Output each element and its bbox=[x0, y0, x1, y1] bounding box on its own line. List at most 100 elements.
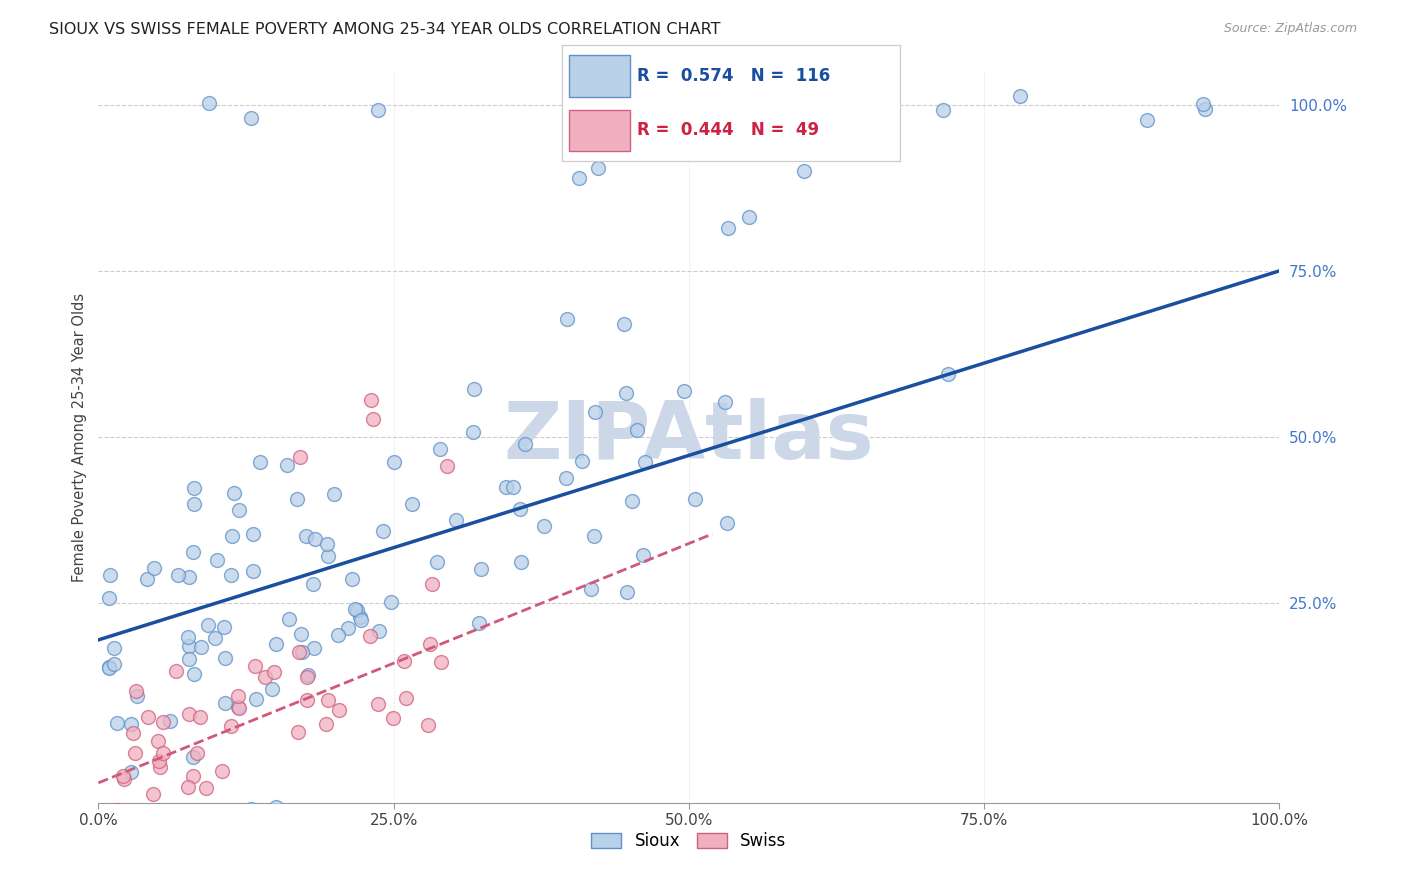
Point bbox=[509, 502, 531, 516]
Point bbox=[555, 471, 578, 485]
Point bbox=[336, 621, 359, 635]
Point bbox=[288, 450, 311, 465]
Point bbox=[328, 628, 350, 642]
Point bbox=[240, 802, 263, 816]
Point bbox=[302, 577, 325, 591]
Point bbox=[463, 382, 485, 396]
Point bbox=[394, 690, 416, 705]
Point bbox=[285, 491, 308, 506]
Point bbox=[359, 629, 381, 643]
Point bbox=[373, 524, 395, 538]
FancyBboxPatch shape bbox=[569, 55, 630, 97]
Point bbox=[717, 221, 740, 235]
Point bbox=[673, 384, 696, 399]
Point bbox=[111, 823, 134, 838]
Point bbox=[737, 211, 759, 225]
Point bbox=[103, 641, 125, 656]
Point bbox=[149, 760, 172, 774]
Point bbox=[426, 555, 449, 569]
Point bbox=[165, 664, 187, 678]
Point bbox=[103, 657, 125, 672]
Point bbox=[586, 161, 609, 176]
Point bbox=[177, 780, 200, 795]
Point bbox=[315, 717, 337, 731]
Point bbox=[221, 719, 243, 733]
Point bbox=[249, 455, 271, 469]
Point bbox=[263, 665, 285, 679]
Point bbox=[276, 458, 298, 473]
Point bbox=[429, 442, 451, 456]
Point bbox=[264, 637, 287, 651]
Point bbox=[304, 532, 326, 546]
Point bbox=[287, 724, 309, 739]
Point bbox=[533, 518, 555, 533]
Point bbox=[367, 697, 389, 711]
Point bbox=[179, 639, 201, 653]
Point bbox=[219, 568, 242, 582]
Point bbox=[562, 95, 585, 110]
Point bbox=[160, 829, 183, 843]
Point bbox=[394, 654, 416, 668]
Text: ZIPAtlas: ZIPAtlas bbox=[503, 398, 875, 476]
Point bbox=[468, 616, 491, 631]
Point bbox=[349, 610, 371, 624]
Point bbox=[621, 493, 644, 508]
Point bbox=[124, 746, 146, 760]
Point bbox=[264, 800, 287, 814]
Text: R =  0.574   N =  116: R = 0.574 N = 116 bbox=[637, 67, 830, 85]
Point bbox=[226, 699, 249, 714]
Point bbox=[148, 755, 170, 769]
Point bbox=[190, 640, 212, 655]
Point bbox=[205, 553, 228, 567]
Point bbox=[316, 537, 339, 551]
Point bbox=[350, 613, 373, 627]
Point bbox=[571, 454, 593, 468]
Point bbox=[253, 670, 276, 684]
Point bbox=[1191, 96, 1213, 111]
Point bbox=[419, 637, 441, 651]
Point bbox=[579, 582, 602, 596]
Point bbox=[502, 480, 524, 494]
Point bbox=[224, 485, 246, 500]
Point bbox=[557, 312, 579, 326]
Point bbox=[297, 668, 319, 682]
Point bbox=[242, 527, 264, 541]
Point bbox=[346, 603, 368, 617]
Point bbox=[416, 717, 439, 731]
Point bbox=[98, 591, 121, 606]
Point bbox=[316, 693, 339, 707]
Point bbox=[436, 458, 458, 473]
Point bbox=[361, 411, 384, 425]
Point bbox=[495, 480, 517, 494]
Point bbox=[177, 707, 200, 722]
Point bbox=[127, 689, 149, 703]
Point bbox=[122, 726, 145, 740]
Point bbox=[245, 691, 267, 706]
Point bbox=[278, 612, 301, 626]
Point bbox=[260, 682, 283, 697]
Point bbox=[613, 317, 636, 331]
Point bbox=[194, 781, 217, 796]
Point bbox=[111, 769, 134, 783]
Point bbox=[159, 714, 181, 728]
Point bbox=[936, 367, 959, 381]
Point bbox=[186, 747, 208, 761]
Point bbox=[197, 96, 219, 111]
Point bbox=[183, 498, 205, 512]
Point bbox=[344, 602, 367, 616]
Point bbox=[183, 545, 205, 559]
Point bbox=[295, 693, 318, 707]
Point bbox=[226, 689, 249, 703]
Point bbox=[228, 503, 250, 517]
Point bbox=[183, 667, 205, 681]
Point bbox=[340, 572, 363, 586]
Point bbox=[125, 683, 148, 698]
Point bbox=[583, 529, 606, 543]
Point bbox=[616, 585, 638, 599]
Point bbox=[841, 93, 863, 107]
Point bbox=[290, 627, 312, 641]
Point bbox=[98, 661, 121, 675]
Point bbox=[120, 764, 142, 779]
Point bbox=[166, 568, 188, 582]
Point bbox=[401, 497, 423, 511]
